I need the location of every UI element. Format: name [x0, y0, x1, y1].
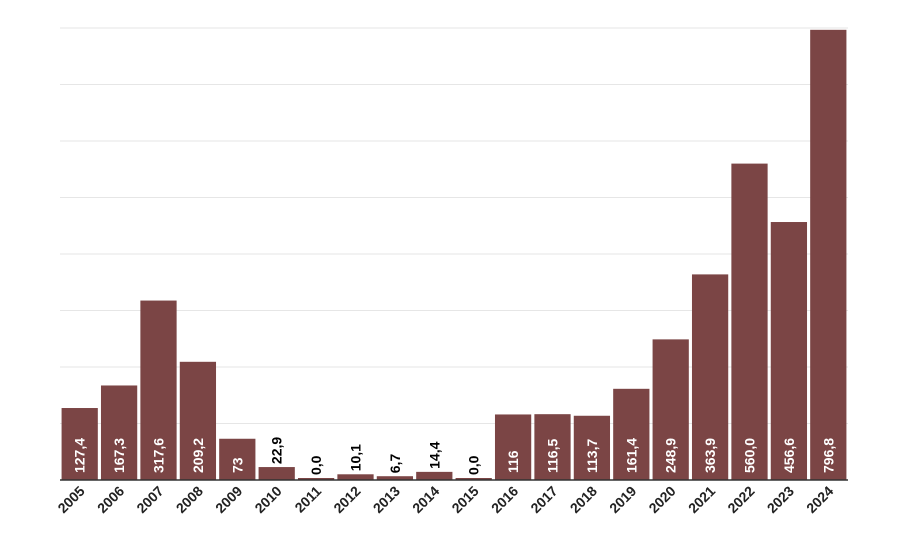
- x-tick-2008: 2008: [173, 483, 206, 516]
- value-label-2009: 73: [229, 457, 245, 473]
- bar-2018: [573, 415, 611, 480]
- x-tick-2014: 2014: [409, 483, 442, 516]
- value-label-2005: 127,4: [72, 438, 88, 473]
- x-tick-2022: 2022: [724, 483, 757, 516]
- bar-2020: [652, 339, 689, 480]
- value-label-2024: 796,8: [820, 438, 836, 473]
- bar-2023: [770, 222, 808, 480]
- bar-2007: [140, 300, 177, 480]
- bar-2019: [613, 388, 650, 480]
- x-tick-2021: 2021: [685, 483, 718, 516]
- x-tick-2024: 2024: [803, 483, 836, 516]
- bar-2017: [534, 414, 571, 480]
- bar-2024: [810, 29, 847, 480]
- bar-2014: [416, 471, 453, 480]
- x-tick-2019: 2019: [606, 483, 639, 516]
- x-tick-2011: 2011: [291, 483, 324, 516]
- x-tick-2023: 2023: [764, 483, 797, 516]
- bar-2005: [61, 408, 98, 480]
- x-tick-2018: 2018: [567, 483, 600, 516]
- value-label-2020: 248,9: [663, 438, 679, 473]
- value-label-2011: 0,0: [308, 455, 324, 475]
- value-label-2016: 116: [505, 450, 521, 473]
- x-tick-2005: 2005: [54, 483, 87, 516]
- value-label-2022: 560,0: [742, 438, 758, 473]
- bars: [61, 29, 847, 480]
- bar-2010: [258, 467, 295, 480]
- bar-2008: [179, 361, 217, 480]
- x-tick-2013: 2013: [370, 483, 403, 516]
- x-tick-2020: 2020: [645, 483, 678, 516]
- value-label-2010: 22,9: [269, 437, 285, 464]
- bar-2011: [297, 478, 335, 480]
- bar-2021: [691, 274, 729, 480]
- value-labels: 127,4 167,3 317,6 209,2 73 22,9 0,0 10,1 6,7 14,4…: [72, 437, 837, 475]
- bar-2022: [731, 163, 768, 480]
- x-tick-2009: 2009: [212, 483, 245, 516]
- bar-2016: [494, 414, 532, 480]
- gridlines: [60, 27, 848, 424]
- bar-2009: [219, 438, 256, 480]
- x-tick-2010: 2010: [251, 483, 284, 516]
- value-label-2006: 167,3: [111, 438, 127, 473]
- value-label-2013: 6,7: [387, 454, 403, 474]
- bar-2013: [376, 476, 414, 480]
- value-label-2017: 116,5: [545, 439, 561, 473]
- x-tick-2007: 2007: [133, 483, 166, 516]
- x-tick-2015: 2015: [448, 483, 481, 516]
- x-tick-2012: 2012: [330, 483, 363, 516]
- value-label-2018: 113,7: [584, 439, 600, 473]
- x-tick-2006: 2006: [94, 483, 127, 516]
- value-label-2008: 209,2: [190, 438, 206, 473]
- bar-2015: [455, 478, 492, 480]
- value-label-2007: 317,6: [151, 438, 167, 473]
- x-tick-2016: 2016: [488, 483, 521, 516]
- value-label-2023: 456,6: [781, 438, 797, 473]
- value-label-2014: 14,4: [426, 441, 442, 468]
- bar-2006: [100, 385, 138, 480]
- value-label-2021: 363,9: [702, 438, 718, 473]
- x-tick-2017: 2017: [527, 483, 560, 516]
- x-axis-ticks: 2005 2006 2007 2008 2009 2010 2011 2012 2013 2014…: [54, 483, 836, 516]
- bar-2012: [337, 474, 374, 480]
- value-label-2019: 161,4: [623, 438, 639, 473]
- value-label-2015: 0,0: [466, 455, 482, 475]
- value-label-2012: 10,1: [348, 444, 364, 471]
